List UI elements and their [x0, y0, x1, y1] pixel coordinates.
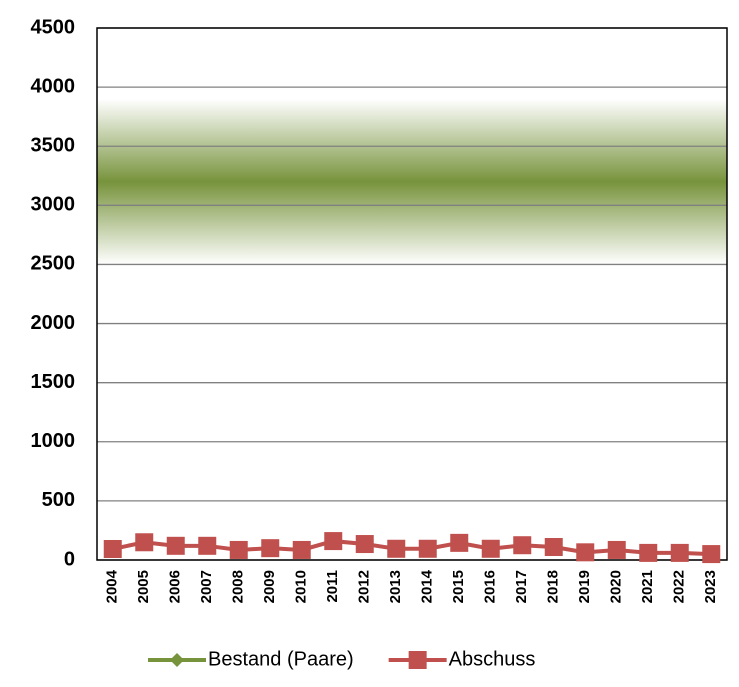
y-tick-label: 2500 [31, 253, 76, 275]
x-tick-label: 2015 [450, 570, 467, 603]
marker [387, 539, 406, 558]
x-tick-label: 2010 [293, 570, 310, 603]
x-tick-label: 2022 [671, 570, 688, 603]
marker [639, 543, 658, 562]
x-tick-label: 2012 [356, 570, 373, 603]
y-tick-label: 1500 [31, 371, 76, 393]
plot-border [96, 27, 728, 561]
marker [544, 537, 563, 556]
legend-label: Abschuss [449, 648, 536, 670]
x-tick-label: 2011 [324, 570, 341, 603]
marker [261, 539, 280, 558]
x-tick-label: 2018 [545, 570, 562, 603]
y-tick-label: 500 [42, 489, 75, 511]
legend-marker [408, 651, 427, 669]
stock-band [97, 98, 727, 265]
marker [103, 540, 122, 559]
x-tick-label: 2008 [230, 570, 247, 603]
marker [702, 545, 721, 564]
marker [166, 536, 185, 555]
marker [418, 539, 437, 558]
x-tick-label: 2013 [387, 570, 404, 603]
x-tick-label: 2023 [702, 570, 719, 603]
x-tick-label: 2007 [198, 570, 215, 603]
legend-label: Bestand (Paare) [208, 648, 354, 670]
y-tick-label: 4000 [31, 75, 76, 97]
y-tick-label: 1000 [31, 430, 76, 452]
x-tick-label: 2014 [419, 569, 436, 603]
y-tick-label: 3500 [31, 135, 76, 157]
x-tick-label: 2009 [261, 570, 278, 603]
x-tick-label: 2016 [482, 570, 499, 603]
y-tick-label: 0 [64, 548, 75, 570]
marker [229, 540, 248, 559]
marker [670, 543, 689, 562]
marker [513, 536, 532, 555]
x-tick-label: 2006 [167, 570, 184, 603]
marker [135, 533, 154, 552]
x-tick-label: 2005 [135, 570, 152, 603]
y-tick-label: 3000 [31, 194, 76, 216]
marker [198, 536, 217, 555]
x-tick-label: 2020 [608, 570, 625, 603]
marker [607, 540, 626, 559]
x-tick-label: 2021 [639, 570, 656, 603]
y-tick-label: 4500 [31, 16, 76, 38]
marker [450, 533, 469, 552]
marker [576, 543, 595, 562]
x-tick-label: 2004 [104, 569, 121, 603]
x-tick-label: 2017 [513, 570, 530, 603]
marker [292, 540, 311, 559]
legend-marker [170, 653, 184, 667]
marker [324, 532, 343, 551]
y-tick-label: 2000 [31, 312, 76, 334]
marker [481, 539, 500, 558]
x-tick-label: 2019 [576, 570, 593, 603]
marker [355, 535, 374, 554]
